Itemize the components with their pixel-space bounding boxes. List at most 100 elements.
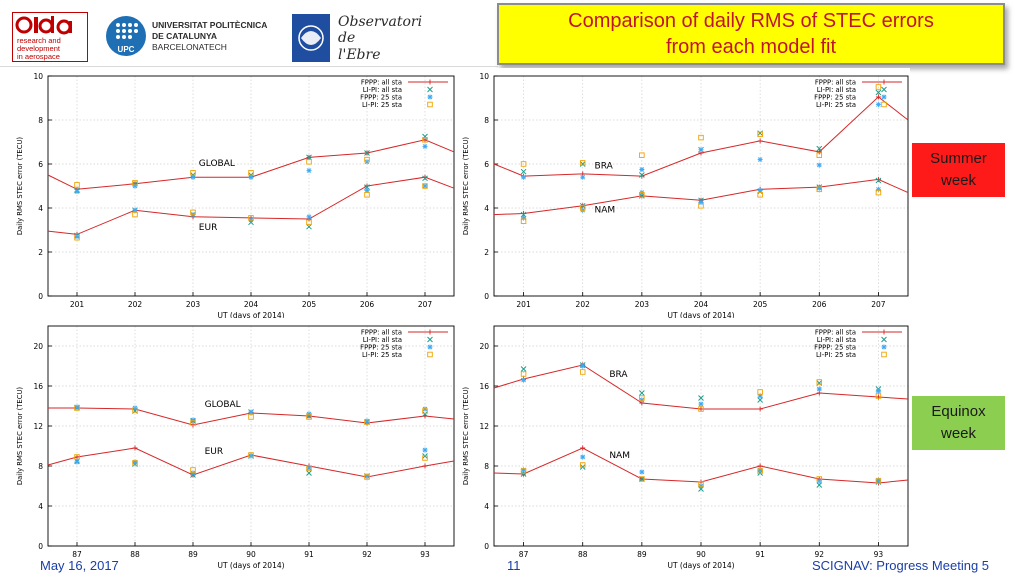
chart-3-pt-lipi-25-0-4	[757, 389, 763, 395]
chart-3-pt-lipi-all-1-5	[816, 482, 823, 488]
chart-0-xtick-label-3: 204	[244, 300, 259, 309]
chart-3-pt-lipi-25-0-3	[698, 406, 704, 412]
chart-2-ytick-label-3: 12	[33, 422, 43, 431]
chart-2-legend-label-1: LI-PI: all sta	[363, 336, 402, 344]
chart-3-region-label-bra: BRA	[609, 370, 628, 380]
chart-3-pt-lipi-25-1-3	[698, 481, 704, 487]
chart-summer-global-eur: 0 2 4 6 8 10 201 202 203 204 205 206 207 UT (days of …	[12, 68, 456, 320]
upc-mark-text: UPC	[118, 45, 135, 54]
chart-2-pt-fppp-all-1-6	[422, 463, 428, 469]
chart-3-legend-marker-0	[881, 329, 887, 335]
chart-1-pt-lipi-25-1-3	[698, 203, 704, 209]
chart-2-pt-fppp-25-0-4	[306, 411, 312, 417]
chart-0-legend-marker-3	[427, 101, 433, 108]
chart-2-pt-fppp-25-1-6	[422, 447, 428, 453]
chart-2-xtick-label-1: 88	[130, 550, 140, 559]
chart-2-region-label-eur: EUR	[205, 447, 224, 457]
chart-1-pt-lipi-25-1-1	[579, 205, 586, 211]
chart-1-pt-lipi-25-0-3	[698, 134, 704, 141]
chart-0-ytick-label-5: 10	[33, 72, 43, 81]
chart-1-legend-label-2: FPPP: 25 sta	[814, 94, 856, 102]
chart-2-xtick-label-6: 93	[420, 550, 430, 559]
chart-3-ytick-label-5: 20	[479, 342, 489, 351]
chart-3-pt-lipi-all-0-0	[520, 366, 527, 372]
chart-3-plot-frame	[493, 325, 909, 547]
chart-1-xtick-label-6: 207	[871, 300, 886, 309]
chart-3-legend-marker-1	[881, 336, 887, 343]
chart-2-pt-lipi-25-1-6	[422, 455, 428, 461]
chart-1-pt-lipi-25-0-0	[520, 161, 527, 167]
rda-tagline-1: research and	[17, 36, 61, 45]
chart-3-pt-lipi-25-0-6	[875, 393, 882, 399]
chart-3-ytick-label-2: 8	[484, 462, 489, 471]
chart-2-pt-lipi-25-0-3	[248, 414, 254, 420]
chart-0-xtick-label-1: 202	[128, 300, 143, 309]
chart-1-legend-marker-1	[881, 86, 887, 93]
chart-2-pt-lipi-25-1-3	[248, 452, 254, 458]
chart-3-ytick-label-3: 12	[479, 422, 489, 431]
chart-1-pt-lipi-25-0-4	[757, 131, 763, 138]
chart-1-pt-lipi-25-1-6	[875, 189, 882, 196]
summer-week-tag: Summer week	[912, 143, 1005, 197]
chart-1-legend-label-0: FPPP: all sta	[815, 79, 856, 87]
chart-3-ytick-label-0: 0	[484, 542, 489, 551]
chart-2-x-axis-label: UT (days of 2014)	[217, 561, 284, 570]
chart-2-pt-lipi-25-0-0	[74, 405, 80, 411]
upc-logo: UPC UNIVERSITAT POLITÈCNICA DE CATALUNYA…	[106, 16, 267, 56]
chart-0-pt-lipi-25-1-2	[190, 209, 196, 216]
chart-equinox-bra-nam: 0 4 8 12 16 20 87 88 89 90 91 92 93 UT (days of 2014)…	[458, 318, 910, 570]
chart-2-pt-fppp-25-0-3	[248, 409, 254, 415]
chart-2-legend-marker-0	[427, 329, 433, 335]
chart-1-pt-lipi-all-0-0	[520, 168, 527, 175]
chart-3-y-axis-label: Daily RMS STEC error (TECU)	[462, 387, 470, 486]
chart-2-ytick-label-1: 4	[38, 502, 43, 511]
chart-0-legend-label-0: FPPP: all sta	[361, 79, 402, 87]
chart-1-pt-lipi-all-0-4	[757, 130, 763, 137]
equinox-tag-line-2: week	[940, 425, 977, 442]
chart-0-pt-fppp-25-0-0	[74, 189, 80, 194]
chart-1-y-axis-label: Daily RMS STEC error (TECU)	[462, 137, 470, 236]
footer-project: SCIGNAV: Progress Meeting 5	[812, 558, 990, 573]
chart-3-pt-lipi-25-1-5	[816, 476, 823, 482]
chart-0-y-axis-label: Daily RMS STEC error (TECU)	[16, 137, 24, 236]
header-divider	[0, 66, 498, 67]
chart-1-grid	[494, 76, 908, 296]
chart-3-region-label-nam: NAM	[609, 451, 630, 461]
chart-2-pt-lipi-25-0-1	[132, 407, 138, 413]
chart-2-xtick-label-4: 91	[304, 550, 314, 559]
chart-0-pt-lipi-25-0-5	[364, 156, 370, 163]
chart-2-pt-lipi-all-0-6	[422, 411, 428, 417]
chart-2-legend-marker-1	[427, 336, 433, 343]
chart-0-pt-lipi-25-1-5	[364, 192, 370, 198]
footer-date: May 16, 2017	[40, 558, 119, 573]
chart-0-pt-lipi-all-0-6	[422, 133, 428, 140]
chart-1-x-axis-label: UT (days of 2014)	[667, 311, 734, 320]
chart-0-legend-label-1: LI-PI: all sta	[363, 86, 402, 94]
chart-1-legend-marker-0	[881, 79, 887, 85]
chart-3-ytick-label-4: 16	[479, 382, 489, 391]
summer-tag-line-2: week	[940, 172, 977, 189]
footer-page-number: 11	[507, 558, 521, 573]
chart-1-pt-lipi-25-1-5	[816, 186, 823, 193]
chart-2-legend-label-3: LI-PI: 25 sta	[362, 351, 402, 359]
chart-1-pt-fppp-25-0-4	[757, 157, 763, 163]
chart-0-xtick-label-0: 201	[70, 300, 85, 309]
slide-title-line-2: from each model fit	[665, 36, 837, 58]
chart-2-xtick-label-2: 89	[188, 550, 198, 559]
chart-0-pt-fppp-25-1-4	[306, 214, 312, 220]
chart-0-pt-fppp-25-0-4	[306, 168, 312, 174]
chart-0-pt-lipi-25-1-6	[422, 183, 428, 189]
chart-2-legend-label-2: FPPP: 25 sta	[360, 344, 402, 352]
chart-0-group-eur: EUR	[47, 174, 455, 241]
chart-1-xtick-label-1: 202	[576, 300, 591, 309]
chart-2-pt-fppp-25-0-2	[190, 417, 196, 423]
chart-2-pt-fppp-all-1-1	[132, 445, 138, 451]
chart-0-region-label-eur: EUR	[199, 223, 218, 233]
chart-3-legend-marker-2	[881, 344, 887, 350]
chart-0-pt-lipi-25-0-2	[190, 170, 196, 176]
chart-0-pt-lipi-25-1-1	[132, 211, 138, 218]
chart-3-pt-fppp-25-1-6	[875, 477, 881, 483]
chart-2-ytick-label-5: 20	[33, 342, 43, 351]
rda-logo: research and development in aerospace	[12, 12, 88, 62]
chart-3-ytick-label-1: 4	[484, 502, 489, 511]
